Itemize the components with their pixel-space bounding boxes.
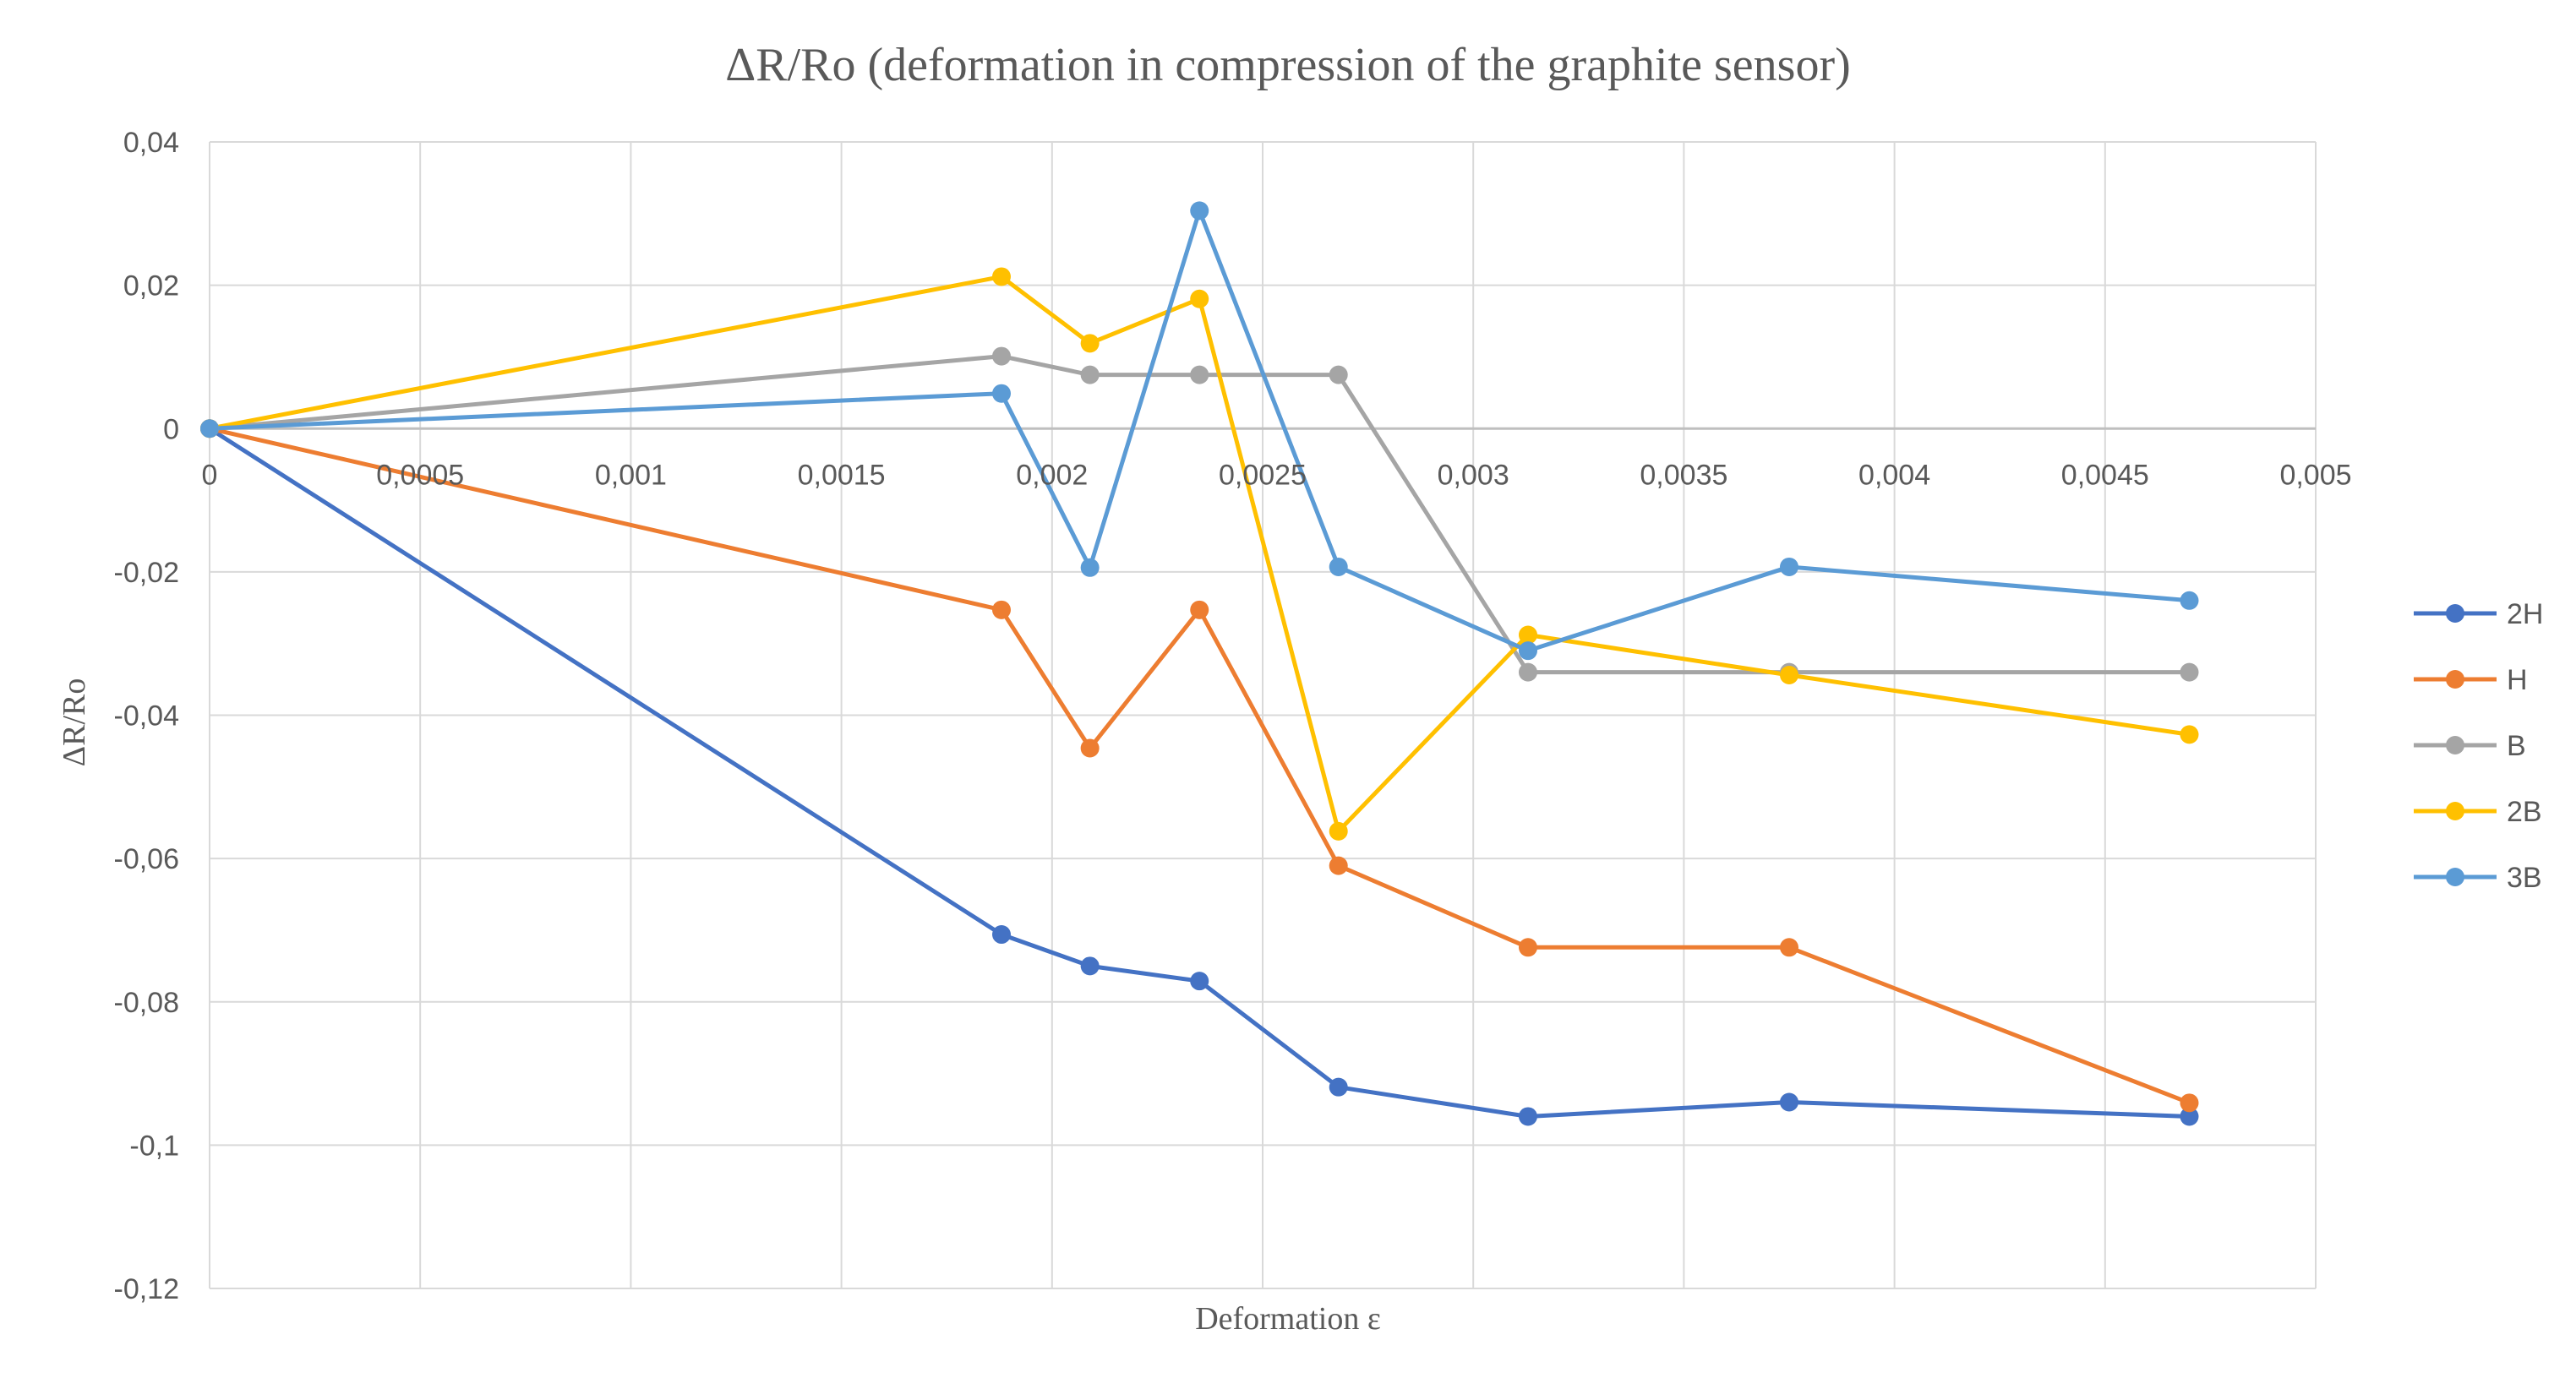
series-line-2b <box>207 274 2191 834</box>
x-tick-label: 0,0035 <box>1640 459 1727 491</box>
y-tick-label: 0,02 <box>123 270 179 302</box>
data-point-h <box>991 600 1011 619</box>
data-point-h <box>1518 938 1537 957</box>
legend-item-2b: 2B <box>2414 796 2542 828</box>
data-point-2h <box>1518 1107 1537 1126</box>
data-point-3b <box>1329 557 1348 576</box>
data-point-b <box>2180 662 2199 682</box>
legend-item-2h: 2H <box>2414 598 2543 630</box>
y-tick-label: -0,04 <box>114 700 180 733</box>
legend-label: H <box>2507 664 2528 696</box>
y-axis-title: ΔR/Ro <box>57 678 92 767</box>
data-point-2h <box>1080 956 1100 976</box>
x-tick-label: 0,0005 <box>376 459 464 491</box>
data-point-3b <box>1190 201 1209 221</box>
data-point-2b <box>1329 821 1348 841</box>
legend-swatch-marker <box>2446 604 2464 623</box>
data-point-2b <box>1518 625 1537 645</box>
data-point-3b <box>1080 558 1100 577</box>
chart-title: ΔR/Ro (deformation in compression of the… <box>725 39 1851 91</box>
data-point-h <box>2180 1093 2199 1113</box>
data-point-b <box>1518 662 1537 682</box>
data-point-h <box>1329 856 1348 875</box>
x-tick-label: 0,0015 <box>798 459 886 491</box>
y-tick-label: 0 <box>163 413 179 445</box>
y-tick-label: -0,02 <box>114 557 180 589</box>
data-point-2h <box>2180 1107 2199 1126</box>
x-axis-title: Deformation ε <box>1195 1301 1381 1337</box>
data-point-b <box>1190 365 1209 384</box>
legend-item-b: B <box>2414 730 2526 762</box>
legend-swatch-marker <box>2446 736 2464 754</box>
data-point-h <box>1780 938 1798 957</box>
legend: 2H H B 2B 3B <box>2414 598 2543 894</box>
data-point-2h <box>1190 972 1209 991</box>
data-point-h <box>1190 600 1209 619</box>
tick-labels: 0 0,0005 0,001 0,0015 0,002 0,0025 0,003 0,0035… <box>114 127 2352 1305</box>
series-line-2h <box>207 426 2191 1119</box>
series-line-h <box>207 426 2191 1105</box>
data-point-h <box>1080 738 1100 758</box>
legend-item-h: H <box>2414 664 2528 696</box>
series-line-b <box>207 354 2191 675</box>
x-tick-label: 0,005 <box>2279 459 2351 491</box>
data-point-3b <box>1780 557 1798 576</box>
data-point-2b <box>2180 725 2199 744</box>
data-point-2b <box>1190 289 1209 308</box>
legend-label: B <box>2507 730 2526 762</box>
y-tick-label: -0,08 <box>114 987 180 1019</box>
x-tick-label: 0,0025 <box>1219 459 1307 491</box>
x-tick-label: 0 <box>202 459 218 491</box>
data-point-b <box>1329 365 1348 384</box>
x-tick-label: 0,001 <box>595 459 667 491</box>
legend-item-3b: 3B <box>2414 862 2542 894</box>
data-point-2b <box>991 267 1011 286</box>
data-point-2h <box>991 925 1011 945</box>
data-point-b <box>991 346 1011 366</box>
legend-swatch-marker <box>2446 802 2464 820</box>
data-points <box>200 201 2199 1126</box>
y-tick-label: -0,12 <box>114 1273 180 1305</box>
x-tick-label: 0,003 <box>1438 459 1509 491</box>
y-tick-label: -0,1 <box>129 1130 179 1162</box>
legend-label: 2H <box>2507 598 2543 630</box>
data-point-3b <box>2180 591 2199 610</box>
x-tick-label: 0,004 <box>1858 459 1930 491</box>
legend-label: 2B <box>2507 796 2542 828</box>
data-point-3b <box>200 419 219 438</box>
data-point-3b <box>991 384 1011 403</box>
legend-swatch-marker <box>2446 868 2464 886</box>
series-line-3b <box>207 208 2191 653</box>
data-point-b <box>1080 365 1100 384</box>
y-tick-label: 0,04 <box>123 127 179 159</box>
legend-swatch-marker <box>2446 670 2464 689</box>
data-point-2h <box>1329 1077 1348 1097</box>
legend-label: 3B <box>2507 862 2542 894</box>
data-point-2b <box>1780 666 1798 685</box>
series-lines <box>207 208 2191 1119</box>
y-tick-label: -0,06 <box>114 843 180 875</box>
x-tick-label: 0,0045 <box>2061 459 2149 491</box>
data-point-3b <box>1518 641 1537 661</box>
x-tick-label: 0,002 <box>1016 459 1088 491</box>
data-point-2b <box>1080 334 1100 353</box>
data-point-2h <box>1780 1092 1798 1112</box>
